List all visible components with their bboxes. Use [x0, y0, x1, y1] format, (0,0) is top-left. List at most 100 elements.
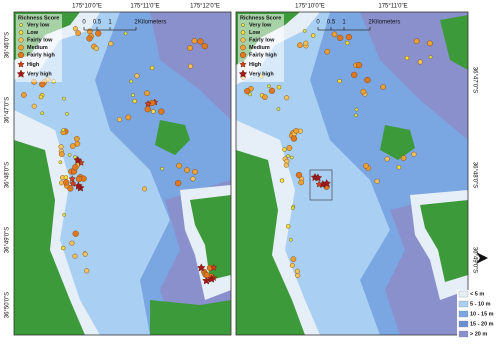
survey-point	[262, 94, 268, 100]
survey-point	[123, 31, 128, 36]
survey-point	[417, 59, 423, 65]
survey-point	[315, 180, 323, 188]
scale-label: 2	[368, 20, 372, 26]
legend-symbol	[239, 60, 247, 68]
survey-point	[285, 224, 291, 229]
survey-point	[131, 93, 135, 97]
survey-point	[210, 263, 218, 271]
survey-point	[39, 81, 46, 88]
scale-unit: Kilometers	[372, 20, 400, 26]
lon-label: 175°10'0"E	[72, 4, 102, 10]
survey-point	[75, 30, 81, 36]
survey-point	[331, 31, 338, 38]
survey-point	[95, 30, 102, 37]
survey-point	[144, 90, 150, 97]
survey-point	[175, 180, 182, 187]
survey-point	[267, 84, 271, 88]
survey-point	[158, 108, 165, 115]
survey-point	[74, 181, 83, 190]
survey-point	[290, 256, 297, 262]
survey-point	[302, 29, 307, 33]
left-map	[14, 12, 231, 335]
survey-point	[248, 92, 252, 97]
survey-point	[132, 98, 137, 104]
survey-point	[283, 162, 289, 168]
lat-label: 36°50'0"S	[5, 292, 11, 318]
survey-point	[282, 147, 287, 152]
survey-point	[87, 28, 93, 35]
scale-label: 0	[316, 20, 320, 26]
survey-point	[322, 179, 331, 188]
scale-label: 0.5	[327, 20, 336, 26]
legend-symbol	[241, 23, 245, 27]
survey-point	[129, 79, 133, 84]
survey-point	[201, 43, 208, 50]
depth-legend: < 5 m 5 - 10 m 10 - 15 m 15 - 20 m > 20 m	[457, 290, 500, 343]
lon-label: 175°10'0"E	[295, 4, 325, 10]
survey-point	[404, 55, 410, 61]
depth-swatch	[458, 310, 469, 318]
survey-point	[351, 71, 358, 78]
survey-point	[61, 245, 66, 251]
survey-point	[188, 63, 194, 69]
survey-point	[354, 113, 358, 118]
survey-point	[345, 33, 352, 41]
scale-label: 1	[342, 20, 346, 26]
survey-point	[411, 151, 417, 157]
survey-point	[295, 171, 303, 179]
survey-point	[58, 144, 64, 150]
survey-point	[151, 109, 156, 114]
lon-label: 175°11'0"E	[130, 4, 159, 10]
legend-label: Medium	[249, 45, 270, 51]
survey-point	[190, 176, 196, 182]
survey-point	[72, 26, 78, 32]
legend-label: Medium	[27, 45, 48, 51]
survey-point	[61, 128, 66, 132]
survey-point	[74, 135, 80, 142]
legend-label: Fairly low	[27, 37, 53, 43]
scale-label: 1	[108, 20, 112, 26]
survey-point	[279, 178, 285, 183]
survey-point	[125, 114, 132, 121]
survey-point	[69, 143, 76, 149]
survey-point	[295, 272, 301, 278]
legend-symbol	[17, 51, 25, 59]
survey-point	[176, 162, 182, 169]
survey-point	[293, 128, 299, 134]
legend-title: Richness Score	[240, 15, 281, 21]
survey-point	[62, 213, 67, 217]
survey-point	[58, 160, 63, 165]
survey-point	[69, 240, 75, 246]
survey-point	[268, 87, 276, 94]
survey-point	[116, 116, 122, 122]
survey-point	[74, 140, 81, 147]
survey-point	[108, 41, 114, 47]
survey-point	[310, 33, 316, 38]
survey-point	[187, 45, 193, 51]
legend-title: Richness Score	[18, 15, 59, 21]
survey-point	[142, 186, 148, 192]
survey-point	[313, 173, 323, 182]
survey-point	[276, 85, 282, 90]
survey-point	[75, 175, 83, 183]
survey-point	[374, 178, 380, 184]
north-arrow	[476, 252, 488, 264]
survey-point	[58, 151, 65, 158]
survey-point	[86, 35, 93, 42]
survey-point	[289, 155, 294, 160]
lat-label: 36°46'0"S	[5, 32, 11, 58]
legend-label: Very high	[27, 71, 52, 77]
scale-unit: Kilometers	[138, 20, 166, 26]
legend-label: Very low	[27, 22, 50, 28]
survey-point	[290, 206, 295, 210]
survey-point	[355, 62, 363, 69]
survey-point	[62, 96, 66, 101]
survey-point	[380, 84, 387, 90]
depth-label: 5 - 10 m	[470, 301, 491, 307]
survey-point	[63, 175, 69, 180]
legend-label: Low	[27, 30, 39, 36]
survey-point	[191, 38, 198, 44]
legend-label: Fairly high	[27, 52, 55, 58]
scale-label: 0.5	[93, 20, 102, 26]
survey-point	[68, 175, 76, 182]
